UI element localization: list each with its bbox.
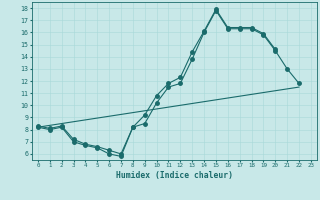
X-axis label: Humidex (Indice chaleur): Humidex (Indice chaleur) <box>116 171 233 180</box>
